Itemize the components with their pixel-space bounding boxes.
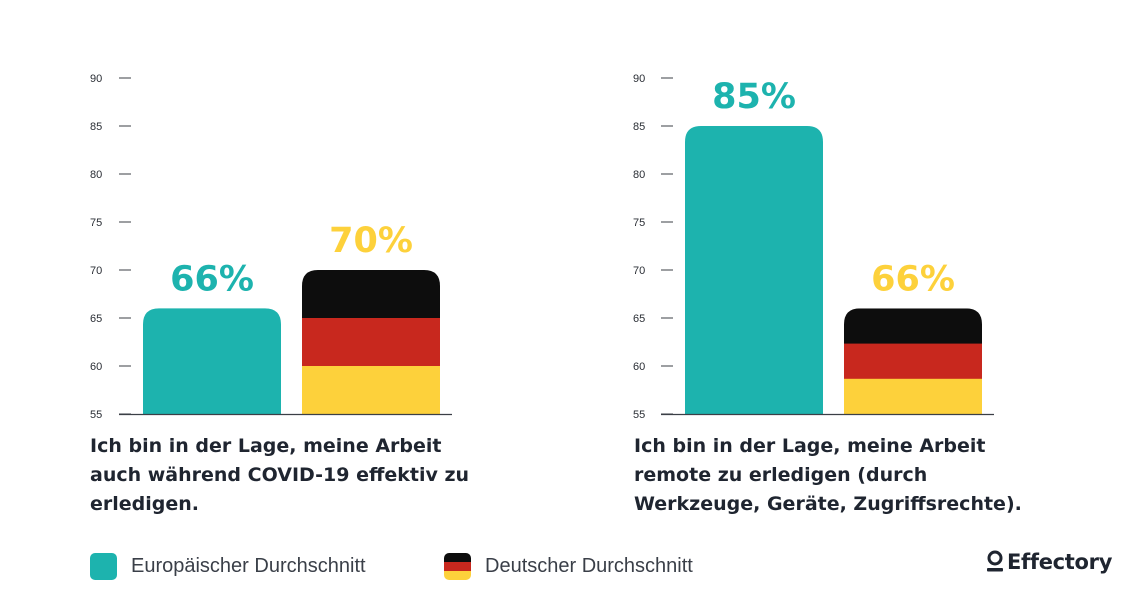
chart-2-ytick-label: 90	[633, 73, 645, 85]
chart-2-ytick-label: 85	[633, 121, 645, 133]
legend-swatch-europe	[90, 552, 117, 580]
chart-2-bar-germany	[844, 308, 982, 414]
chart-1-bar-stripe	[302, 366, 440, 414]
chart-1-ytick-label: 70	[90, 265, 102, 277]
chart-2-bar-stripe	[844, 343, 982, 380]
legend-label-europe: Europäischer Durchschnitt	[131, 554, 366, 577]
chart-1-bar-europe	[143, 308, 281, 414]
legend-label-germany: Deutscher Durchschnitt	[485, 554, 693, 577]
chart-1-ytick-label: 55	[90, 409, 102, 421]
legend-swatch-germany	[444, 552, 471, 580]
chart-2-ytick-label: 75	[633, 217, 645, 229]
chart-1-bar-stripe	[302, 270, 440, 319]
chart-1-bar-germany	[302, 270, 440, 414]
brand-name: Effectory	[1007, 550, 1113, 574]
chart-2-ytick-label: 65	[633, 313, 645, 325]
chart-1-ytick-label: 85	[90, 121, 102, 133]
chart-1-data-label-europe: 66%	[170, 259, 254, 299]
chart-2-data-label-germany: 66%	[871, 259, 955, 299]
chart-2-bar-stripe	[844, 378, 982, 414]
chart-1-ytick-label: 65	[90, 313, 102, 325]
chart-2-bar-stripe	[844, 308, 982, 345]
chart-1-title: Ich bin in der Lage, meine Arbeit auch w…	[90, 435, 470, 515]
effectory-logo-icon	[987, 550, 1003, 572]
chart-1-data-label-germany: 70%	[329, 221, 413, 261]
chart-2-ytick-label: 60	[633, 361, 645, 373]
chart-2-bar-europe	[685, 126, 823, 414]
chart-1-ytick-label: 75	[90, 217, 102, 229]
chart-1-ytick-label: 90	[90, 73, 102, 85]
chart-2-ytick-label: 55	[633, 409, 645, 421]
legend-item-europe: Europäischer Durchschnitt	[90, 552, 366, 580]
chart-2-ytick-label: 80	[633, 169, 645, 181]
chart-1-bar-stripe	[302, 318, 440, 367]
legend-item-germany: Deutscher Durchschnitt	[444, 552, 693, 580]
brand-logo: Effectory	[986, 550, 1112, 574]
chart-2-title: Ich bin in der Lage, meine Arbeit remote…	[634, 435, 1022, 515]
chart-2-data-label-europe: 85%	[712, 77, 796, 117]
chart-1-ytick-label: 80	[90, 169, 102, 181]
chart-1-ytick-label: 60	[90, 361, 102, 373]
chart-2-ytick-label: 70	[633, 265, 645, 277]
